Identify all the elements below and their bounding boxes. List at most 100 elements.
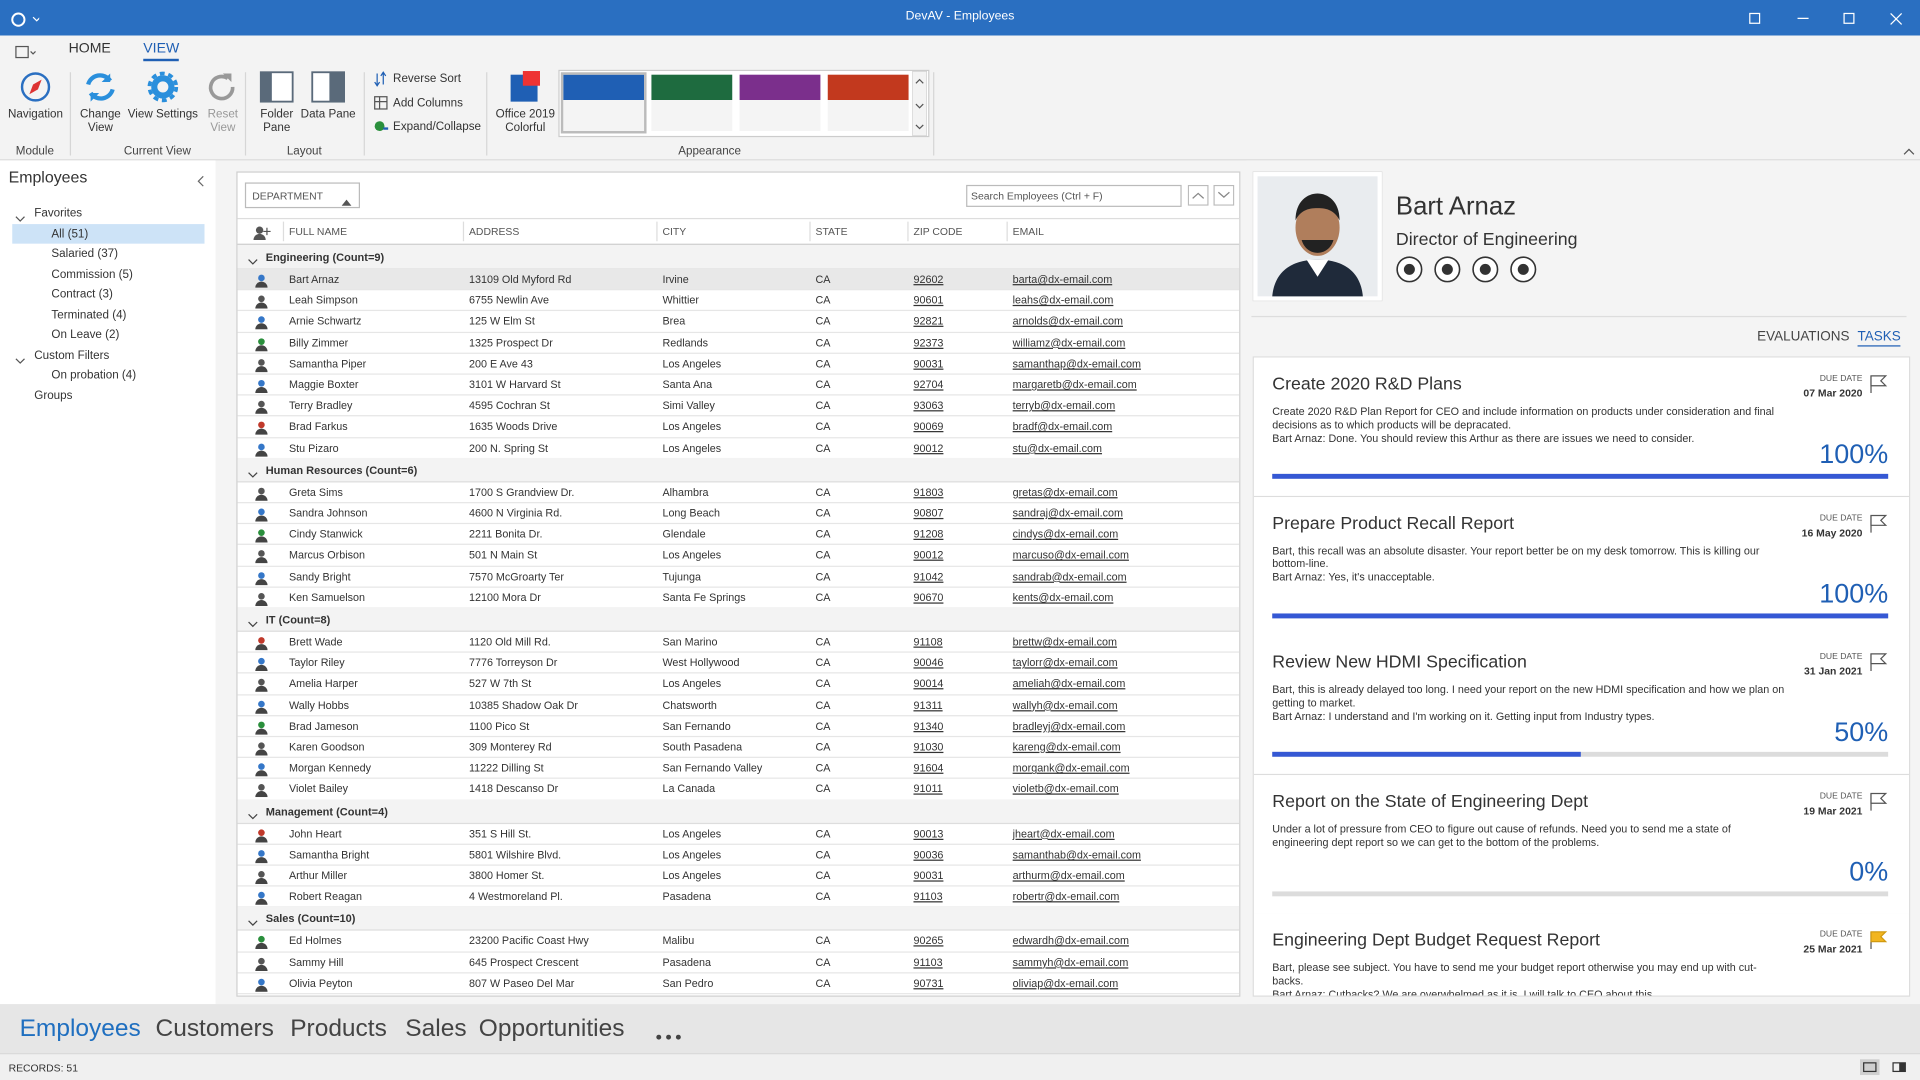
- cell[interactable]: 91803: [913, 485, 944, 499]
- column-header[interactable]: STATE: [815, 225, 848, 238]
- grid-row[interactable]: Sandy Bright 7570 McGroarty Ter Tujunga CA 9…: [237, 565, 1240, 588]
- task-flag[interactable]: [1869, 652, 1889, 673]
- column-header[interactable]: ADDRESS: [468, 225, 520, 238]
- cell[interactable]: 90265: [913, 934, 944, 948]
- grid-row[interactable]: Morgan Kennedy 11222 Dilling St San Fernan…: [237, 757, 1240, 780]
- cell[interactable]: kareng@dx-email.com: [1012, 740, 1121, 754]
- cell[interactable]: jheart@dx-email.com: [1012, 827, 1115, 840]
- cell[interactable]: oliviap@dx-email.com: [1012, 976, 1119, 990]
- grid-row[interactable]: Brad Jameson 1100 Pico St San Fernando CA 91…: [237, 715, 1240, 738]
- group-expander[interactable]: [247, 251, 258, 265]
- window-button[interactable]: [1888, 11, 1904, 27]
- window-button[interactable]: [1795, 11, 1811, 27]
- contact-button[interactable]: [1396, 256, 1423, 283]
- ribbon-button-icon[interactable]: [257, 70, 296, 107]
- grid-row[interactable]: Marcus Orbison 501 N Main St Los Angeles CA…: [237, 544, 1240, 567]
- grid-row[interactable]: Wally Hobbs 10385 Shadow Oak Dr Chatsworth…: [237, 694, 1240, 717]
- task-card[interactable]: Engineering Dept Budget Request Report DU…: [1253, 913, 1909, 996]
- nav-more[interactable]: [655, 1025, 682, 1040]
- grid-row[interactable]: Sandra Johnson 4600 N Virginia Rd. Long Be…: [237, 502, 1240, 525]
- group-row[interactable]: IT (Count=8): [237, 607, 1240, 632]
- grid-row[interactable]: Olivia Peyton 807 W Paseo Del Mar San Pedr…: [237, 972, 1240, 995]
- nav-item[interactable]: Customers: [155, 1015, 274, 1043]
- group-row[interactable]: Human Resources (Count=6): [237, 457, 1240, 483]
- ribbon-command[interactable]: Add Columns: [393, 96, 463, 110]
- nav-item[interactable]: Employees: [19, 1015, 141, 1043]
- ribbon-button-icon[interactable]: [143, 70, 182, 107]
- cell[interactable]: ameliah@dx-email.com: [1012, 677, 1126, 690]
- cell[interactable]: arthurm@dx-email.com: [1012, 869, 1125, 882]
- grid-row[interactable]: Violet Bailey 1418 Descanso Dr La Canada CA…: [237, 778, 1240, 801]
- collapse-ribbon[interactable]: [1903, 141, 1915, 155]
- cell[interactable]: 90670: [913, 591, 944, 604]
- cell[interactable]: wallyh@dx-email.com: [1012, 698, 1118, 711]
- group-by-chip[interactable]: DEPARTMENT: [244, 182, 360, 209]
- tree-section[interactable]: Favorites: [34, 206, 83, 221]
- grid-row[interactable]: Samantha Piper 200 E Ave 43 Los Angeles CA 9…: [237, 352, 1240, 375]
- group-expander[interactable]: [247, 805, 258, 819]
- task-flag[interactable]: [1869, 513, 1889, 534]
- grid-row[interactable]: Karen Goodson 309 Monterey Rd South Pasade…: [237, 736, 1240, 759]
- group-row[interactable]: Management (Count=4): [237, 799, 1240, 824]
- task-flag[interactable]: [1869, 930, 1889, 951]
- cell[interactable]: 92821: [913, 315, 944, 328]
- cell[interactable]: 90046: [913, 656, 944, 669]
- cell[interactable]: margaretb@dx-email.com: [1012, 378, 1137, 391]
- cell[interactable]: 91604: [913, 761, 944, 775]
- ribbon-button-icon[interactable]: [81, 70, 120, 107]
- cell[interactable]: taylorr@dx-email.com: [1012, 656, 1118, 669]
- theme-swatch[interactable]: [651, 74, 733, 132]
- contact-button[interactable]: [1434, 256, 1461, 283]
- ribbon-button-icon[interactable]: [309, 70, 348, 107]
- tree-section[interactable]: Custom Filters: [34, 348, 110, 362]
- cell[interactable]: 90012: [913, 441, 944, 454]
- tree-item[interactable]: On Leave (2): [51, 328, 120, 342]
- cell[interactable]: 91208: [913, 527, 944, 541]
- cell[interactable]: 91011: [913, 782, 943, 796]
- ribbon-button[interactable]: View Settings: [127, 107, 198, 122]
- tree-item[interactable]: All (51): [51, 227, 89, 241]
- ribbon-menu[interactable]: [15, 44, 37, 59]
- collapse-pane[interactable]: [195, 171, 207, 187]
- ribbon-button-icon[interactable]: [203, 70, 242, 107]
- search-next[interactable]: [1213, 184, 1235, 206]
- nav-item[interactable]: Sales: [405, 1015, 467, 1043]
- grid-row[interactable]: Stu Pizaro 200 N. Spring St Los Angeles CA 9…: [237, 437, 1240, 459]
- cell[interactable]: stu@dx-email.com: [1012, 441, 1103, 454]
- cell[interactable]: 90031: [913, 357, 944, 370]
- tree-item[interactable]: On probation (4): [51, 368, 137, 383]
- grid-row[interactable]: Leah Simpson 6755 Newlin Ave Whittier CA 906…: [237, 289, 1240, 312]
- grid-row[interactable]: Sammy Hill 645 Prospect Crescent Pasadena C…: [237, 951, 1240, 974]
- grid-row[interactable]: Bart Arnaz 13109 Old Myford Rd Irvine CA 926…: [237, 268, 1240, 291]
- cell[interactable]: 92373: [913, 336, 944, 349]
- tree-item[interactable]: Commission (5): [51, 267, 133, 282]
- tree-expander[interactable]: [15, 208, 26, 222]
- task-card[interactable]: Prepare Product Recall Report DUE DATE 16 …: [1253, 496, 1909, 637]
- search-prev[interactable]: [1187, 184, 1209, 206]
- grid-row[interactable]: Amelia Harper 527 W 7th St Los Angeles CA 90…: [237, 673, 1240, 695]
- grid-row[interactable]: Maggie Boxter 3101 W Harvard St Santa Ana C…: [237, 373, 1240, 396]
- cell[interactable]: sandraj@dx-email.com: [1012, 506, 1123, 520]
- nav-item[interactable]: Opportunities: [478, 1015, 625, 1043]
- window-button[interactable]: [1842, 11, 1858, 27]
- cell[interactable]: 91108: [913, 635, 943, 648]
- cell[interactable]: edwardh@dx-email.com: [1012, 934, 1129, 948]
- cell[interactable]: arnolds@dx-email.com: [1012, 315, 1123, 328]
- view-normal[interactable]: [1860, 1059, 1880, 1076]
- nav-item[interactable]: Products: [290, 1015, 387, 1043]
- task-card[interactable]: Review New HDMI Specification DUE DATE 31 …: [1253, 635, 1909, 776]
- grid-row[interactable]: Billy Zimmer 1325 Prospect Dr Redlands CA 92…: [237, 331, 1240, 354]
- grid-row[interactable]: Greta Sims 1700 S Grandview Dr. Alhambra CA…: [237, 481, 1240, 504]
- cell[interactable]: 93063: [913, 399, 944, 412]
- task-card[interactable]: Create 2020 R&D Plans DUE DATE 07 Mar 2020…: [1253, 357, 1909, 498]
- grid-row[interactable]: Ed Holmes 23200 Pacific Coast Hwy Malibu CA…: [237, 930, 1240, 953]
- tree-expander[interactable]: [15, 350, 26, 364]
- grid-row[interactable]: Robert Reagan 4 Westmoreland Pl. Pasadena C…: [237, 886, 1240, 908]
- grid-row[interactable]: Brett Wade 1120 Old Mill Rd. San Marino CA 9…: [237, 631, 1240, 653]
- ribbon-tab[interactable]: VIEW: [143, 42, 180, 62]
- cell[interactable]: morgank@dx-email.com: [1012, 761, 1130, 775]
- cell[interactable]: robertr@dx-email.com: [1012, 890, 1120, 903]
- grid-row[interactable]: John Heart 351 S Hill St. Los Angeles CA 900…: [237, 822, 1240, 845]
- command-icon[interactable]: [373, 119, 389, 135]
- cell[interactable]: 90069: [913, 420, 944, 433]
